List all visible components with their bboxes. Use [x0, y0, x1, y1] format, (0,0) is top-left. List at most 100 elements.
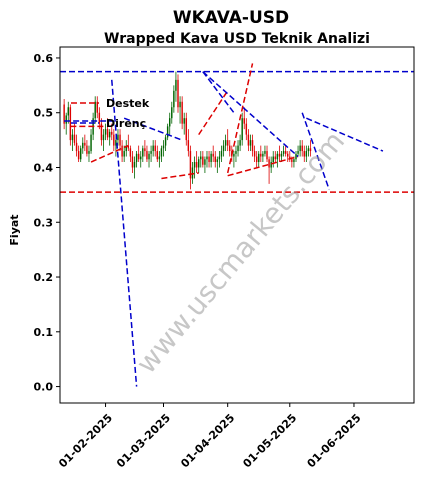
candle-body — [117, 134, 119, 141]
x-tick-label: 01-05-2025 — [240, 411, 299, 470]
candle-body — [297, 151, 299, 154]
candle-body — [185, 118, 188, 141]
candle-body — [82, 142, 84, 149]
candle-body — [258, 153, 260, 163]
candle-body — [154, 145, 156, 152]
candle-body — [229, 145, 231, 152]
plot-area — [60, 47, 414, 403]
candle-body — [309, 148, 312, 152]
candle-body — [282, 151, 285, 154]
candle-body — [301, 145, 303, 152]
candle-body — [77, 151, 80, 160]
candle-body — [189, 151, 192, 179]
candle-body — [239, 140, 241, 146]
candle-body — [204, 159, 206, 165]
candle-body — [260, 153, 262, 157]
candle-body — [276, 153, 279, 160]
candle-body — [253, 151, 256, 157]
candle-body — [187, 140, 190, 152]
legend-label: Destek — [106, 97, 150, 110]
candle-body — [214, 156, 216, 163]
candle-body — [88, 151, 90, 154]
candle-body — [295, 153, 297, 160]
candle-body — [111, 131, 113, 135]
candle-body — [226, 140, 229, 146]
candle-body — [113, 134, 115, 146]
y-tick-label: 0.1 — [34, 326, 54, 339]
candle-body — [115, 140, 117, 146]
candle-body — [284, 151, 287, 154]
trend-line-support — [161, 172, 199, 180]
candle-body — [106, 129, 109, 138]
chart-subtitle: Wrapped Kava USD Teknik Analizi — [104, 31, 370, 47]
trend-line-support — [90, 144, 129, 163]
candle-body — [90, 134, 92, 152]
candle-body — [303, 151, 306, 157]
candle-body — [96, 101, 98, 113]
candle-body — [193, 162, 196, 168]
x-tick-label: 01-04-2025 — [178, 411, 237, 470]
candle-body — [195, 162, 198, 168]
candle-body — [212, 153, 214, 157]
candle-body — [144, 148, 146, 152]
trend-line-resistance — [306, 117, 384, 152]
candle-body — [100, 123, 103, 141]
candle-body — [84, 142, 86, 146]
candle-body — [206, 156, 208, 160]
candle-body — [67, 107, 70, 116]
candle-body — [108, 131, 111, 138]
candle-body — [291, 159, 293, 163]
candle-body — [183, 118, 185, 124]
candle-body — [125, 145, 127, 152]
candle-body — [224, 140, 227, 146]
candle-body — [245, 123, 248, 135]
candle-body — [162, 145, 165, 149]
candle-body — [222, 145, 225, 152]
candle-body — [299, 145, 301, 152]
candle-body — [266, 151, 268, 160]
candle-body — [235, 151, 237, 154]
candle-body — [177, 79, 179, 108]
candle-body — [121, 145, 123, 157]
candle-body — [150, 151, 152, 154]
candle-body — [146, 151, 148, 160]
candle-body — [119, 134, 121, 146]
candle-body — [142, 148, 144, 157]
candle-body — [264, 151, 266, 154]
trend-line-resistance — [301, 112, 330, 190]
candle-body — [148, 153, 150, 160]
candle-body — [73, 134, 76, 143]
candle-body — [200, 156, 202, 160]
candle-body — [152, 145, 154, 152]
trend-line-support — [227, 155, 299, 177]
candle-body — [191, 167, 194, 179]
candle-body — [179, 101, 181, 108]
candle-body — [255, 156, 258, 163]
candle-body — [71, 134, 74, 141]
candle-body — [173, 90, 175, 108]
candle-body — [86, 145, 88, 154]
candle-body — [280, 153, 283, 157]
y-axis-label: Fiyat — [8, 214, 21, 245]
candle-body — [216, 159, 219, 163]
candle-body — [251, 140, 254, 152]
candle-body — [197, 159, 200, 168]
candle-body — [94, 101, 96, 119]
y-tick-label: 0.2 — [34, 271, 54, 284]
candle-body — [133, 162, 136, 168]
candle-body — [63, 104, 65, 124]
candle-body — [158, 156, 161, 160]
trend-line-support — [226, 63, 254, 174]
candle-body — [286, 153, 289, 157]
candle-body — [166, 126, 169, 138]
candle-body — [243, 118, 245, 124]
candle-body — [123, 151, 125, 157]
chart-title: WKAVA-USD — [173, 8, 289, 28]
candle-body — [208, 156, 210, 163]
candle-body — [65, 115, 67, 124]
candle-body — [241, 118, 243, 141]
trend-line-resistance — [111, 79, 138, 387]
candle-body — [131, 156, 134, 168]
y-tick-label: 0.4 — [34, 161, 54, 174]
candle-body — [233, 153, 235, 157]
